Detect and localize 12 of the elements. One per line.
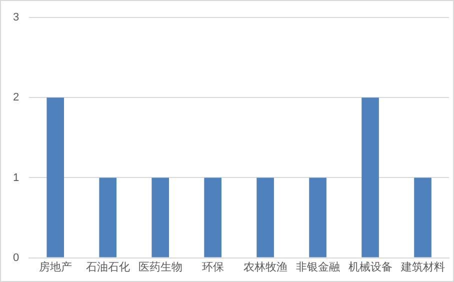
x-tick-label: 农林牧渔 [243,260,288,274]
x-tick-label: 房地产 [38,260,72,274]
x-tick-label: 机械设备 [348,260,392,274]
x-tick-label: 环保 [202,260,224,274]
y-tick-label: 3 [12,12,20,24]
x-tick-label: 石油石化 [86,260,130,274]
y-tick-label: 1 [12,172,20,184]
x-tick-label: 建筑材料 [400,260,445,274]
x-tick-label: 医药生物 [138,260,182,274]
y-tick-label: 0 [12,252,20,264]
x-tick-label: 非银金融 [296,260,340,274]
y-tick-label: 2 [12,92,20,104]
